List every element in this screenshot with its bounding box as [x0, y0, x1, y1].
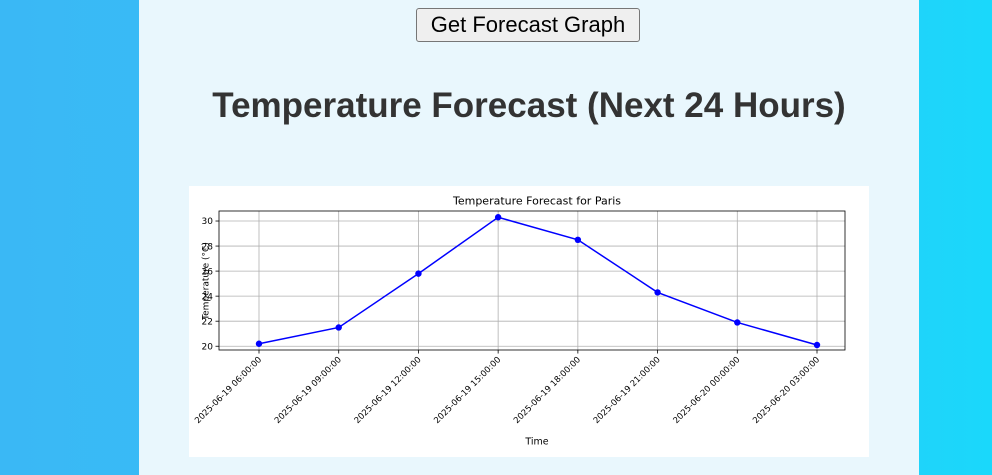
plot-area: [218, 210, 846, 351]
data-point: [654, 289, 661, 296]
y-axis: 20 22 24 26 28 30: [202, 217, 219, 352]
y-axis-label: Temperature (°C): [202, 242, 212, 321]
chart-grid: [219, 211, 845, 350]
y-tick-label: 22: [202, 317, 213, 327]
x-tick-label: 2025-06-19 09:00:00: [273, 355, 344, 426]
y-tick-label: 20: [202, 342, 214, 352]
data-point: [574, 236, 582, 244]
x-tick-label: 2025-06-19 18:00:00: [512, 355, 583, 426]
x-tick-label: 2025-06-19 06:00:00: [193, 355, 264, 426]
x-tick-label: 2025-06-20 03:00:00: [751, 355, 822, 426]
y-tick-label: 30: [202, 217, 214, 227]
y-tick-label: 28: [202, 242, 214, 252]
temperature-series-points: [255, 214, 821, 349]
temperature-series-line: [258, 216, 818, 346]
x-axis-label: Time: [524, 437, 548, 448]
x-tick-label: 2025-06-19 15:00:00: [432, 355, 503, 426]
x-tick-label: 2025-06-19 12:00:00: [353, 355, 424, 426]
data-point: [415, 270, 422, 277]
forecast-chart: 20 22 24 26 28 30 2025-06-19 06:00:00 2025-06-…: [189, 186, 869, 457]
y-tick-label: 24: [202, 292, 214, 302]
data-point: [335, 324, 342, 331]
x-axis: 2025-06-19 06:00:00 2025-06-19 09:00:00 20…: [193, 350, 822, 426]
get-forecast-graph-button[interactable]: Get Forecast Graph: [416, 8, 640, 42]
data-point: [734, 319, 741, 326]
page-title: Temperature Forecast (Next 24 Hours): [212, 86, 846, 125]
x-tick-label: 2025-06-19 21:00:00: [592, 355, 663, 426]
main-panel: Get Forecast Graph Temperature Forecast …: [139, 0, 919, 475]
y-tick-label: 26: [202, 267, 214, 277]
data-point: [813, 341, 821, 349]
x-tick-label: 2025-06-20 00:00:00: [671, 355, 742, 426]
data-point: [494, 214, 502, 221]
data-point: [255, 340, 263, 347]
chart-title: Temperature Forecast for Paris: [452, 195, 621, 208]
